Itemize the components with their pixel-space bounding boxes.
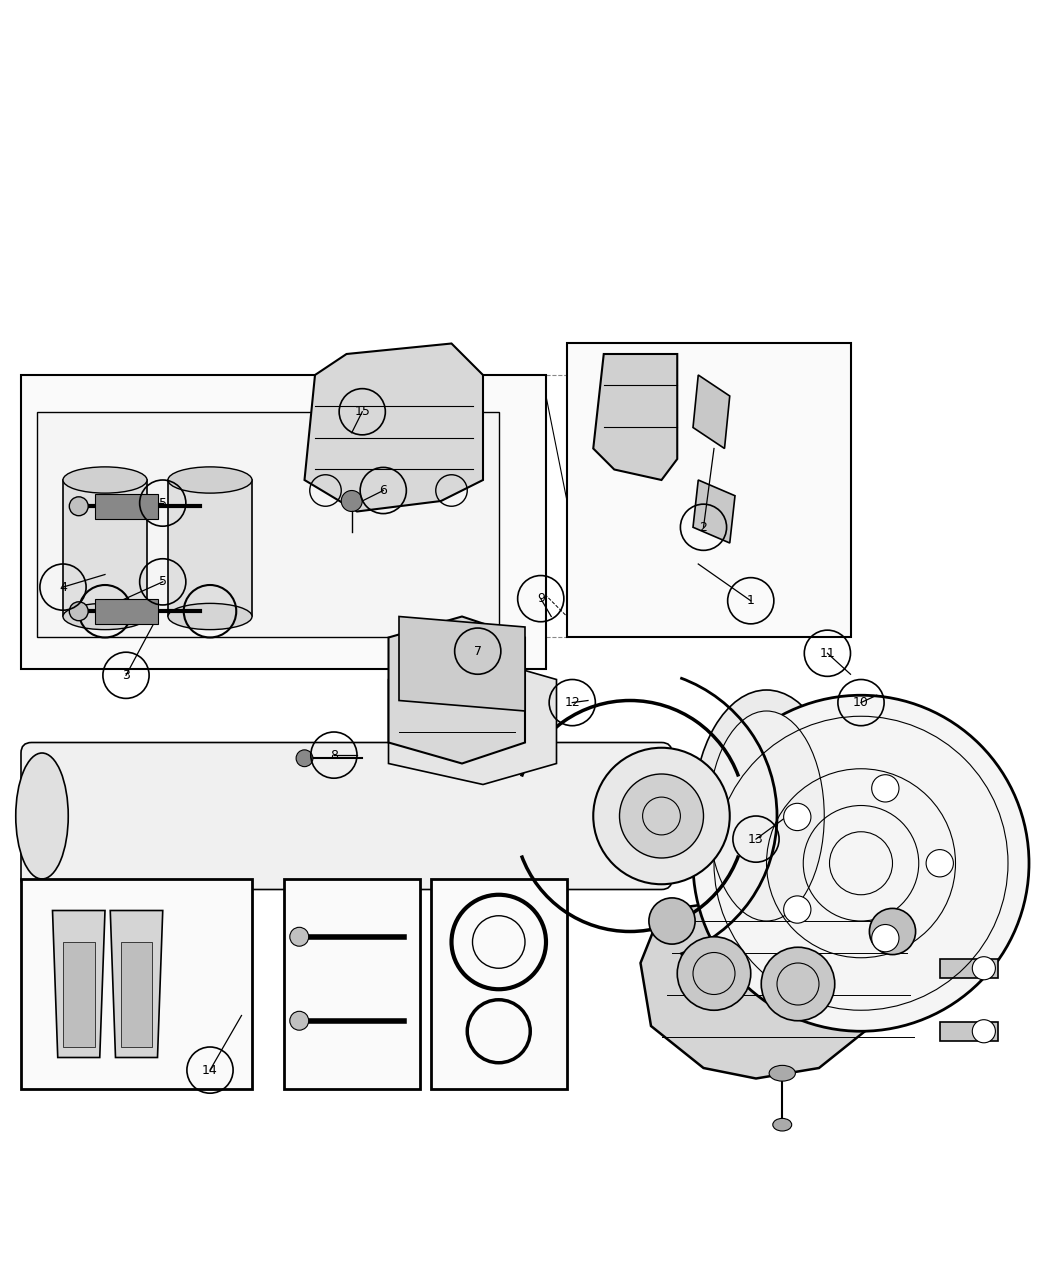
Ellipse shape (63, 603, 147, 630)
Polygon shape (304, 343, 483, 511)
Ellipse shape (168, 467, 252, 493)
Circle shape (761, 947, 835, 1021)
Circle shape (593, 747, 730, 885)
Bar (37, 412, 499, 638)
Circle shape (649, 898, 695, 944)
Bar (63, 942, 94, 1047)
Circle shape (872, 924, 899, 952)
Polygon shape (52, 910, 105, 1057)
Bar (21, 375, 546, 669)
FancyBboxPatch shape (21, 742, 672, 890)
Bar (284, 878, 420, 1089)
Circle shape (783, 896, 811, 923)
Circle shape (620, 774, 704, 858)
Circle shape (926, 849, 953, 877)
Bar (940, 1021, 997, 1040)
Ellipse shape (693, 690, 840, 942)
Polygon shape (399, 617, 525, 711)
Text: 13: 13 (748, 833, 764, 845)
Bar (21, 878, 252, 1089)
Ellipse shape (63, 467, 147, 493)
Circle shape (872, 775, 899, 802)
Text: 14: 14 (202, 1063, 218, 1076)
Ellipse shape (16, 754, 68, 878)
Text: 7: 7 (474, 645, 482, 658)
Text: 12: 12 (565, 696, 580, 709)
Text: 10: 10 (853, 696, 869, 709)
Text: 8: 8 (330, 748, 338, 761)
Bar (940, 959, 997, 978)
Bar (121, 942, 152, 1047)
Text: 5: 5 (159, 496, 167, 510)
Circle shape (677, 937, 751, 1010)
Ellipse shape (773, 1118, 792, 1131)
Circle shape (972, 1020, 995, 1043)
Text: 15: 15 (354, 405, 371, 418)
Text: 6: 6 (379, 484, 387, 497)
Ellipse shape (709, 711, 824, 921)
Ellipse shape (290, 927, 309, 946)
Polygon shape (693, 375, 730, 449)
Circle shape (296, 750, 313, 766)
Text: 5: 5 (159, 575, 167, 588)
Polygon shape (388, 658, 556, 784)
Text: 4: 4 (59, 580, 67, 594)
Ellipse shape (769, 1066, 796, 1081)
Bar (94, 493, 158, 519)
Text: 11: 11 (820, 646, 836, 659)
Polygon shape (110, 910, 163, 1057)
Bar (430, 878, 567, 1089)
Text: 3: 3 (122, 669, 130, 682)
Circle shape (972, 956, 995, 979)
Text: 9: 9 (537, 592, 545, 606)
Bar (63, 479, 147, 617)
Circle shape (783, 803, 811, 830)
Circle shape (869, 908, 916, 955)
Ellipse shape (635, 754, 688, 878)
Bar (567, 343, 850, 638)
Text: 1: 1 (747, 594, 755, 607)
Text: 2: 2 (699, 520, 708, 534)
Polygon shape (640, 878, 924, 1079)
Circle shape (341, 491, 362, 511)
Polygon shape (593, 354, 677, 479)
Polygon shape (693, 479, 735, 543)
Ellipse shape (69, 497, 88, 515)
Bar (168, 479, 252, 617)
Circle shape (693, 695, 1029, 1031)
Ellipse shape (290, 1011, 309, 1030)
Ellipse shape (168, 603, 252, 630)
Polygon shape (388, 617, 525, 764)
Bar (94, 599, 158, 623)
Ellipse shape (69, 602, 88, 621)
